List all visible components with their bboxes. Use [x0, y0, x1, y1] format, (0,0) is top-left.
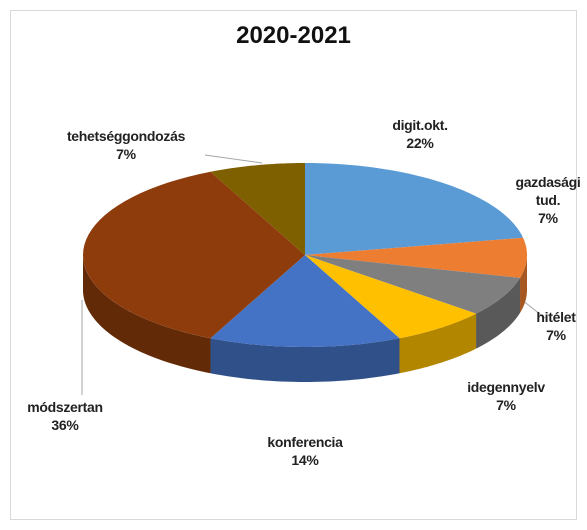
slice [210, 163, 305, 255]
pie [83, 163, 527, 382]
value-label: 7% [546, 327, 566, 343]
data-label: gazdasági tud. 7% [513, 173, 583, 227]
category-label: gazdasági tud. [515, 174, 581, 208]
category-label: módszertan [27, 399, 103, 415]
data-label: tehetséggondozás 7% [67, 127, 185, 163]
value-label: 7% [116, 146, 136, 162]
category-label: konferencia [267, 434, 343, 450]
value-label: 14% [291, 452, 319, 468]
value-label: 7% [496, 397, 516, 413]
category-label: tehetséggondozás [66, 128, 186, 144]
chart-title: 2020-2021 [236, 22, 351, 49]
data-label: módszertan 36% [27, 398, 103, 434]
slice [83, 171, 305, 339]
slice [305, 255, 521, 314]
leader-line [204, 154, 263, 164]
data-label: hitélet 7% [536, 308, 575, 344]
value-label: 7% [538, 210, 558, 226]
category-label: digit.okt. [392, 117, 448, 133]
category-label: idegennyelv [467, 379, 545, 395]
slice-side [210, 338, 400, 382]
data-label: digit.okt. 22% [392, 116, 448, 152]
value-label: 22% [406, 135, 434, 151]
slice [210, 255, 400, 347]
slice-side [83, 255, 211, 374]
chart-frame [10, 10, 577, 520]
data-label: idegennyelv 7% [467, 378, 545, 414]
slice-side [399, 313, 477, 374]
leader-line [521, 299, 546, 319]
slice-side [520, 255, 527, 313]
category-label: hitélet [536, 309, 576, 325]
leader-lines [81, 154, 546, 395]
slice [305, 237, 527, 278]
data-label: konferencia 14% [267, 433, 343, 469]
slice-side [476, 277, 521, 349]
value-label: 36% [51, 417, 79, 433]
slice [305, 163, 524, 255]
slice [305, 255, 477, 339]
